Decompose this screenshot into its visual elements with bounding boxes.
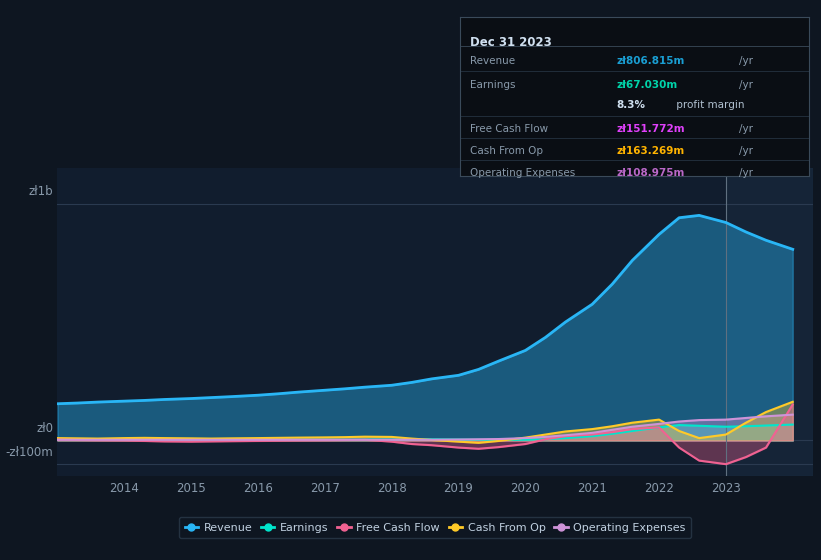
- Text: /yr: /yr: [739, 57, 753, 67]
- Text: 8.3%: 8.3%: [617, 100, 646, 110]
- Text: -zł100m: -zł100m: [6, 446, 53, 459]
- Text: /yr: /yr: [739, 81, 753, 90]
- Text: zł67.030m: zł67.030m: [617, 81, 678, 90]
- Text: Operating Expenses: Operating Expenses: [470, 168, 576, 178]
- Text: /yr: /yr: [739, 124, 753, 133]
- Text: zł806.815m: zł806.815m: [617, 57, 686, 67]
- Text: Earnings: Earnings: [470, 81, 516, 90]
- Text: zł163.269m: zł163.269m: [617, 146, 685, 156]
- Text: /yr: /yr: [739, 168, 753, 178]
- Text: Revenue: Revenue: [470, 57, 516, 67]
- Text: profit margin: profit margin: [672, 100, 744, 110]
- Text: zł151.772m: zł151.772m: [617, 124, 686, 133]
- Text: /yr: /yr: [739, 146, 753, 156]
- Text: Dec 31 2023: Dec 31 2023: [470, 36, 552, 49]
- Text: Free Cash Flow: Free Cash Flow: [470, 124, 548, 133]
- Bar: [726, 168, 813, 476]
- Text: Cash From Op: Cash From Op: [470, 146, 544, 156]
- Text: zł108.975m: zł108.975m: [617, 168, 686, 178]
- Legend: Revenue, Earnings, Free Cash Flow, Cash From Op, Operating Expenses: Revenue, Earnings, Free Cash Flow, Cash …: [179, 517, 691, 538]
- Text: zł1b: zł1b: [29, 185, 53, 198]
- Text: zł0: zł0: [36, 422, 53, 435]
